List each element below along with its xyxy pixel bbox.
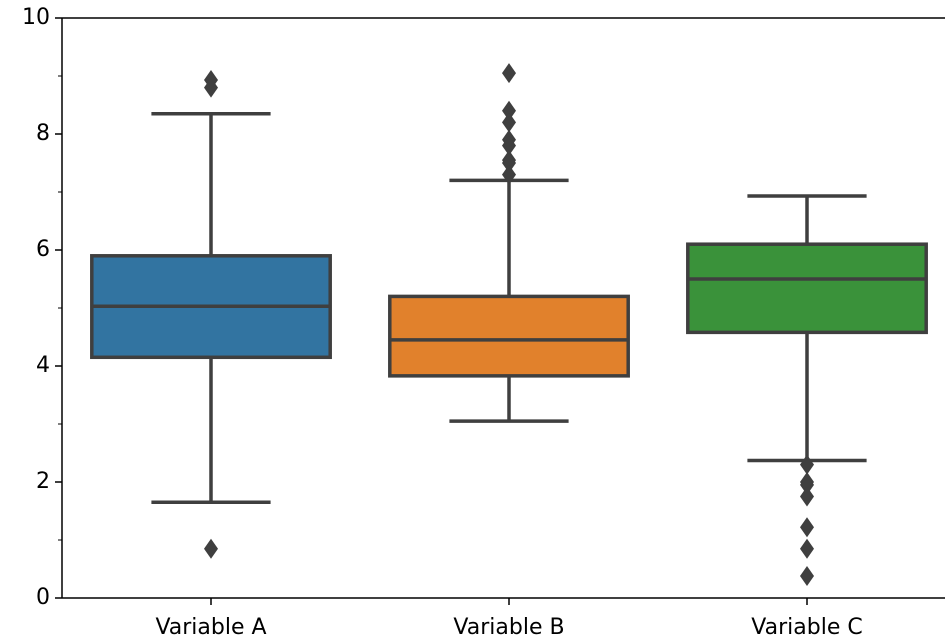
outlier <box>800 565 814 586</box>
x-tick-label: Variable C <box>751 615 862 640</box>
outlier <box>800 486 814 507</box>
y-tick-label: 10 <box>22 5 50 30</box>
outlier <box>800 517 814 538</box>
outlier <box>502 112 516 133</box>
outlier <box>204 70 218 91</box>
x-tick-label: Variable A <box>155 615 266 640</box>
outlier <box>800 454 814 475</box>
y-tick-label: 2 <box>36 469 50 494</box>
y-tick-label: 4 <box>36 353 50 378</box>
outlier <box>800 474 814 495</box>
outlier <box>204 538 218 559</box>
y-tick-label: 6 <box>36 237 50 262</box>
outlier <box>502 153 516 173</box>
box <box>388 294 630 378</box>
outlier <box>502 100 516 121</box>
outlier <box>502 63 516 84</box>
y-tick-label: 0 <box>36 585 50 610</box>
outlier <box>502 135 516 156</box>
x-tick-label: Variable B <box>453 615 564 640</box>
y-tick-label: 8 <box>36 121 50 146</box>
outlier <box>800 538 814 559</box>
box <box>686 242 928 335</box>
outlier <box>502 164 516 185</box>
